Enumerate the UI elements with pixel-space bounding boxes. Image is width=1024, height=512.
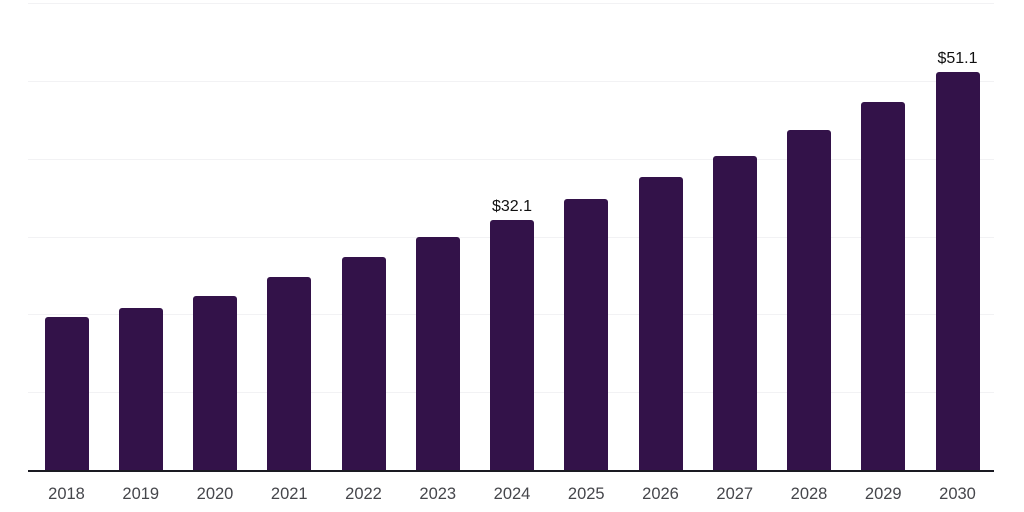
- data-label-2030: $51.1: [937, 50, 978, 68]
- x-tick-2023: 2023: [419, 485, 457, 503]
- gridline-50: [28, 80, 994, 82]
- bar-2021: [267, 276, 312, 470]
- x-tick-2018: 2018: [48, 485, 85, 503]
- bar-2023: [415, 236, 460, 470]
- x-tick-2030: 2030: [939, 485, 976, 503]
- bar-2030: [935, 72, 980, 470]
- x-tick-2019: 2019: [122, 485, 160, 503]
- bar-2026: [638, 177, 683, 470]
- bar-2022: [341, 256, 386, 470]
- bar-2025: [564, 199, 609, 470]
- x-tick-2025: 2025: [567, 485, 605, 503]
- x-tick-2022: 2022: [345, 485, 382, 503]
- bar-2019: [118, 308, 163, 470]
- x-tick-2029: 2029: [864, 485, 902, 503]
- gridline-40: [28, 158, 994, 160]
- x-tick-2026: 2026: [642, 485, 679, 503]
- bar-2028: [787, 129, 831, 470]
- x-tick-2028: 2028: [790, 485, 828, 503]
- x-axis: 2018 2019 2020 2021 2022 2023 2024 2025 2026 2027…: [28, 484, 994, 508]
- gridline-60: [28, 3, 994, 4]
- bar-2027: [712, 156, 757, 470]
- bar-2018: [44, 316, 89, 470]
- x-tick-2027: 2027: [716, 485, 754, 503]
- x-tick-2020: 2020: [196, 485, 234, 503]
- data-label-2024: $32.1: [491, 198, 533, 216]
- x-tick-2021: 2021: [270, 485, 308, 503]
- bar-2029: [861, 101, 906, 470]
- x-tick-2024: 2024: [493, 485, 531, 503]
- bar-2020: [193, 295, 237, 470]
- plot-area: $32.1 $51.1: [28, 3, 994, 472]
- bar-2024: [490, 220, 534, 470]
